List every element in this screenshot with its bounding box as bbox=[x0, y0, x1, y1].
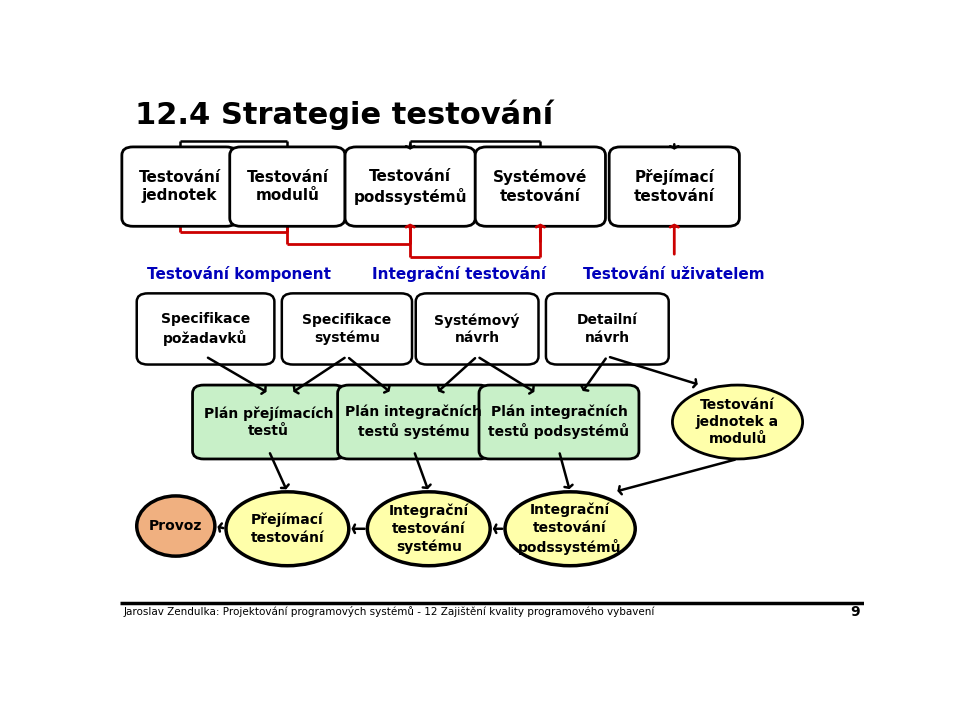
Text: Testování
jednotek: Testování jednotek bbox=[138, 170, 221, 203]
Text: Testování komponent: Testování komponent bbox=[147, 266, 331, 282]
Text: Testování
podssystémů: Testování podssystémů bbox=[353, 169, 467, 205]
Ellipse shape bbox=[136, 496, 215, 556]
FancyBboxPatch shape bbox=[338, 385, 491, 459]
FancyBboxPatch shape bbox=[546, 294, 669, 365]
FancyBboxPatch shape bbox=[229, 147, 345, 226]
FancyBboxPatch shape bbox=[345, 147, 475, 226]
Ellipse shape bbox=[672, 385, 803, 459]
Text: Plán integračních
testů systému: Plán integračních testů systému bbox=[346, 405, 482, 439]
FancyBboxPatch shape bbox=[479, 385, 639, 459]
Text: Specifikace
systému: Specifikace systému bbox=[302, 313, 392, 345]
Text: Systémový
návrh: Systémový návrh bbox=[435, 313, 519, 345]
Text: Detailní
návrh: Detailní návrh bbox=[577, 314, 637, 345]
Text: Přejímací
testování: Přejímací testování bbox=[251, 513, 324, 545]
Text: Specifikace
požadavků: Specifikace požadavků bbox=[161, 312, 251, 346]
Text: Testování uživatelem: Testování uživatelem bbox=[584, 267, 765, 282]
Text: Testování
modulů: Testování modulů bbox=[247, 170, 328, 203]
Ellipse shape bbox=[226, 492, 348, 566]
Text: Provoz: Provoz bbox=[149, 519, 203, 533]
Text: Plán přejímacích
testů: Plán přejímacích testů bbox=[204, 406, 333, 438]
Text: Jaroslav Zendulka: Projektování programových systémů - 12 Zajištění kvality prog: Jaroslav Zendulka: Projektování programo… bbox=[124, 606, 655, 617]
Text: 12.4 Strategie testování: 12.4 Strategie testování bbox=[134, 99, 553, 129]
FancyBboxPatch shape bbox=[136, 294, 275, 365]
Text: Plán integračních
testů podsystémů: Plán integračních testů podsystémů bbox=[489, 405, 630, 439]
Text: Integrační
testování
systému: Integrační testování systému bbox=[389, 504, 468, 554]
FancyBboxPatch shape bbox=[122, 147, 237, 226]
Ellipse shape bbox=[505, 492, 636, 566]
FancyBboxPatch shape bbox=[282, 294, 412, 365]
FancyBboxPatch shape bbox=[475, 147, 606, 226]
Text: Testování
jednotek a
modulů: Testování jednotek a modulů bbox=[696, 397, 780, 447]
Text: Systémové
testování: Systémové testování bbox=[493, 169, 588, 204]
Text: Integrační
testování
podssystémů: Integrační testování podssystémů bbox=[518, 503, 622, 555]
FancyBboxPatch shape bbox=[416, 294, 539, 365]
FancyBboxPatch shape bbox=[193, 385, 345, 459]
Text: Přejímací
testování: Přejímací testování bbox=[634, 169, 714, 204]
Ellipse shape bbox=[368, 492, 491, 566]
Text: 9: 9 bbox=[851, 605, 860, 619]
FancyBboxPatch shape bbox=[610, 147, 739, 226]
Text: Integrační testování: Integrační testování bbox=[372, 266, 545, 282]
